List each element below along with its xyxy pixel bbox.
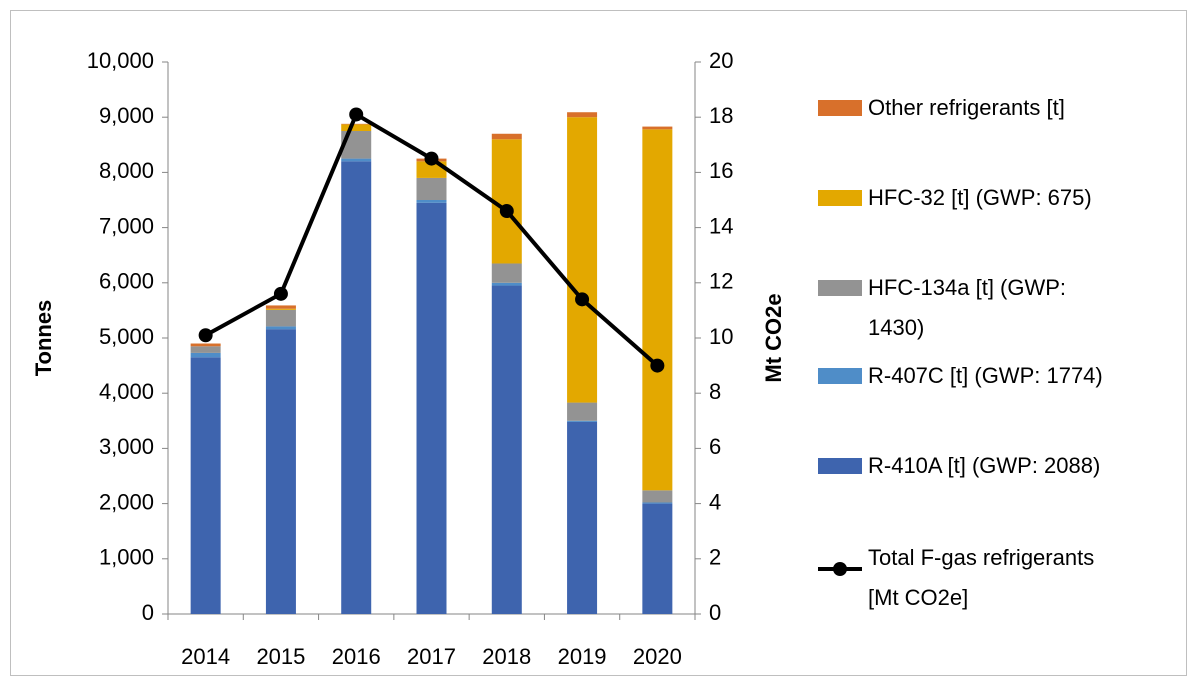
y2-tick-label: 8 <box>709 379 721 404</box>
legend-swatch <box>818 550 862 576</box>
bar-segment <box>265 329 296 614</box>
legend-item: Other refrigerants [t] <box>818 88 1178 128</box>
y-tick-label: 7,000 <box>99 213 154 238</box>
bar-segment <box>416 202 447 614</box>
y-tick-label: 4,000 <box>99 379 154 404</box>
bar-segment <box>491 285 522 614</box>
y2-tick-label: 0 <box>709 600 721 625</box>
legend-label: Other refrigerants [t] <box>868 95 1065 120</box>
legend-label: HFC-134a [t] (GWP: 1430) <box>868 275 1067 340</box>
legend-label: R-407C [t] (GWP: 1774) <box>868 363 1103 388</box>
x-tick-label: 2018 <box>482 644 531 669</box>
bar-segment <box>416 200 447 203</box>
line-marker <box>499 204 514 219</box>
bar-segment <box>642 129 673 491</box>
bar-segment <box>642 490 673 503</box>
bar-segment <box>341 161 372 615</box>
legend-item: Total F-gas refrigerants [Mt CO2e] <box>818 538 1178 618</box>
line-marker <box>650 358 665 373</box>
legend-swatch <box>818 280 862 296</box>
bar-segment <box>491 133 522 140</box>
bar-segment <box>265 309 296 327</box>
legend-swatch <box>818 100 862 116</box>
x-tick-label: 2020 <box>633 644 682 669</box>
y2-tick-label: 10 <box>709 324 733 349</box>
chart-frame <box>10 10 1187 676</box>
y-tick-label: 0 <box>142 600 154 625</box>
y2-tick-label: 16 <box>709 158 733 183</box>
y-tick-label: 8,000 <box>99 158 154 183</box>
bar-segment <box>265 305 296 309</box>
line-marker <box>575 292 590 307</box>
bar-segment <box>567 420 598 422</box>
bar-segment <box>190 343 221 347</box>
legend-swatch <box>818 190 862 206</box>
bar-segment <box>567 112 598 118</box>
legend-line-icon <box>818 562 862 576</box>
line-marker <box>424 151 439 166</box>
x-tick-label: 2016 <box>332 644 381 669</box>
bar-segment <box>190 357 221 614</box>
bar-segment <box>642 126 673 130</box>
x-tick-label: 2017 <box>407 644 456 669</box>
bar-segment <box>265 326 296 330</box>
legend-swatch <box>818 458 862 474</box>
line-marker <box>349 107 364 122</box>
legend-label: HFC-32 [t] (GWP: 675) <box>868 185 1092 210</box>
y2-tick-label: 4 <box>709 489 721 514</box>
bar-segment <box>190 346 221 353</box>
bar-segment <box>190 352 221 358</box>
y-tick-label: 5,000 <box>99 324 154 349</box>
bar-segment <box>491 282 522 286</box>
legend-swatch <box>818 368 862 384</box>
legend-item: R-407C [t] (GWP: 1774) <box>818 356 1178 396</box>
x-tick-label: 2019 <box>558 644 607 669</box>
y2-tick-label: 2 <box>709 545 721 570</box>
y2-tick-label: 12 <box>709 269 733 294</box>
x-tick-label: 2015 <box>256 644 305 669</box>
legend-item: HFC-32 [t] (GWP: 675) <box>818 178 1178 218</box>
legend-label: R-410A [t] (GWP: 2088) <box>868 453 1101 478</box>
bar-segment <box>642 502 673 504</box>
y2-tick-label: 20 <box>709 48 733 73</box>
y-tick-label: 6,000 <box>99 269 154 294</box>
bar-segment <box>265 308 296 310</box>
line-marker <box>273 286 288 301</box>
y2-tick-label: 14 <box>709 213 733 238</box>
bar-segment <box>567 402 598 421</box>
y2-axis-label: Mt CO2e <box>761 293 786 382</box>
y-axis-label: Tonnes <box>31 300 56 377</box>
bar-segment <box>341 158 372 162</box>
legend-item: HFC-134a [t] (GWP: 1430) <box>818 268 1178 348</box>
y-tick-label: 3,000 <box>99 434 154 459</box>
bar-segment <box>491 139 522 264</box>
legend-label: Total F-gas refrigerants [Mt CO2e] <box>868 545 1095 610</box>
bar-segment <box>567 117 598 403</box>
x-tick-label: 2014 <box>181 644 230 669</box>
bar-segment <box>341 124 372 131</box>
line-marker <box>198 328 213 343</box>
y-tick-label: 9,000 <box>99 103 154 128</box>
y-tick-label: 10,000 <box>87 48 154 73</box>
legend-item: R-410A [t] (GWP: 2088) <box>818 446 1178 486</box>
y-tick-label: 1,000 <box>99 545 154 570</box>
bar-segment <box>642 503 673 614</box>
y2-tick-label: 6 <box>709 434 721 459</box>
bar-segment <box>416 177 447 200</box>
bar-segment <box>567 421 598 614</box>
bar-segment <box>491 263 522 283</box>
bar-segment <box>341 123 372 125</box>
y2-tick-label: 18 <box>709 103 733 128</box>
y-tick-label: 2,000 <box>99 489 154 514</box>
